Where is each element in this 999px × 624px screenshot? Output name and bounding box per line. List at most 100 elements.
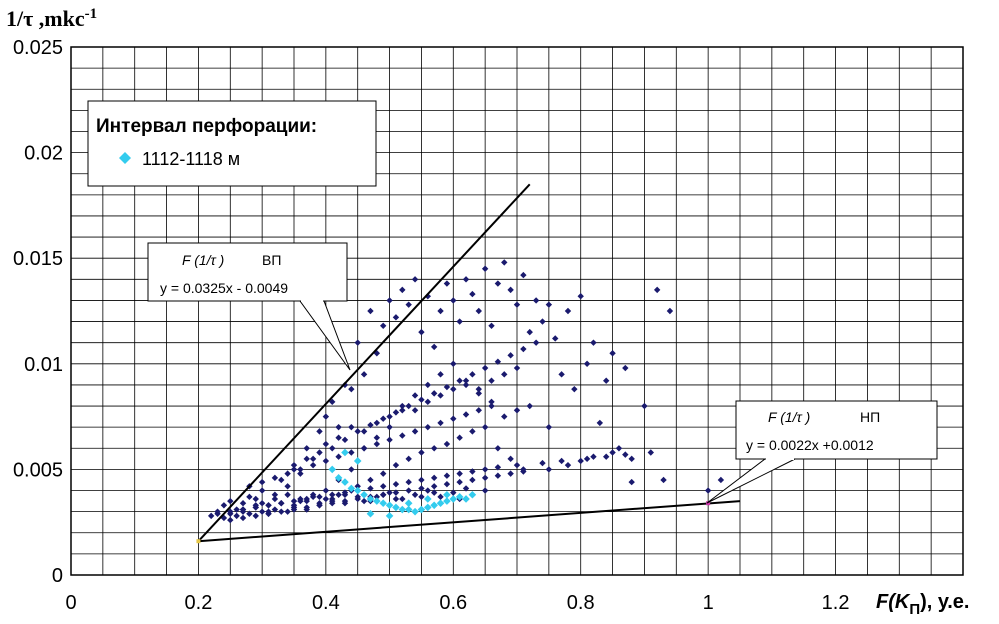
data-point [220, 514, 228, 522]
data-point [341, 497, 349, 505]
perforation-data-point [385, 501, 394, 510]
y-axis-label-main: 1/τ ,mkc [6, 6, 85, 31]
data-point [335, 491, 342, 498]
data-point [335, 423, 342, 431]
data-point [430, 390, 438, 397]
data-point [628, 455, 635, 463]
data-point [303, 455, 310, 463]
data-point [430, 489, 438, 496]
perforation-data-point [392, 503, 400, 512]
data-point [405, 487, 412, 494]
annotation-lower-box [735, 400, 938, 460]
data-point [354, 428, 361, 435]
data-point [513, 301, 521, 308]
data-point [462, 276, 470, 283]
data-point [507, 286, 514, 294]
data-point [418, 328, 425, 336]
data-point [469, 371, 476, 378]
data-point [367, 307, 374, 315]
data-point [354, 483, 361, 490]
y-tick-label: 0.025 [13, 37, 63, 59]
perforation-data-point [424, 495, 432, 503]
data-point [494, 280, 502, 287]
data-point [392, 495, 400, 503]
data-point [290, 466, 298, 473]
data-point [303, 495, 310, 503]
data-point [481, 423, 489, 431]
data-point [380, 483, 387, 490]
data-point [265, 502, 272, 509]
y-axis-label-sup: -1 [85, 6, 98, 22]
data-point [526, 328, 533, 336]
data-point [258, 499, 266, 507]
data-point [507, 455, 514, 463]
y-axis-label: 1/τ ,mkc-1 [6, 6, 97, 31]
perforation-data-point [411, 507, 419, 516]
fit-lines [196, 183, 741, 544]
data-point [481, 466, 489, 473]
perforation-data-point [468, 490, 477, 499]
data-point [386, 436, 393, 444]
data-point [329, 445, 336, 452]
x-axis-label: F(KП), у.е. [876, 591, 969, 618]
perforation-data-point [436, 499, 445, 507]
data-point [239, 499, 247, 507]
perforation-data-point [341, 448, 349, 457]
data-point [341, 489, 349, 496]
data-point [411, 407, 419, 414]
data-point [430, 343, 438, 351]
data-point [424, 487, 431, 494]
data-point [316, 493, 323, 501]
data-point [348, 423, 355, 431]
data-point [367, 485, 374, 492]
data-point [513, 407, 521, 414]
perforation-data-point [366, 509, 375, 518]
data-point [392, 489, 400, 496]
data-point [392, 409, 400, 416]
data-point [424, 381, 431, 389]
data-point [271, 495, 279, 503]
data-point [252, 504, 259, 511]
y-tick-label: 0.015 [13, 248, 63, 270]
data-point [430, 474, 438, 482]
data-point [603, 453, 610, 460]
data-point [392, 480, 400, 488]
data-point [437, 392, 444, 399]
data-point [481, 474, 489, 482]
data-point [386, 489, 393, 496]
fit-line-lower [198, 500, 741, 543]
data-point [290, 461, 298, 469]
perforation-data-point [385, 512, 394, 520]
data-point [481, 265, 489, 272]
data-point [329, 491, 336, 498]
x-tick-label: 0 [65, 592, 76, 614]
data-point [507, 470, 514, 477]
data-point [348, 466, 355, 473]
perforation-data-point [353, 457, 362, 465]
data-point [271, 491, 279, 498]
data-point [380, 470, 387, 477]
data-point [367, 476, 374, 484]
data-point [488, 402, 495, 410]
data-point [411, 491, 419, 498]
data-point [596, 419, 604, 427]
data-point [552, 335, 559, 342]
data-point [227, 516, 234, 524]
data-point [450, 360, 457, 367]
data-point [666, 307, 674, 315]
legend: Интервал перфорации: 1112-1118 м [87, 100, 377, 187]
data-point [380, 415, 387, 422]
data-point [290, 506, 298, 513]
data-point [297, 497, 304, 505]
data-point [411, 392, 419, 399]
data-point [373, 493, 381, 501]
data-point [520, 468, 527, 475]
fit-line-upper [197, 183, 531, 542]
data-point [309, 461, 317, 469]
x-tick-label: 0.4 [312, 592, 340, 614]
data-point [450, 297, 457, 304]
perforation-data-point [373, 497, 381, 505]
data-point [539, 459, 546, 467]
data-point [278, 508, 285, 515]
